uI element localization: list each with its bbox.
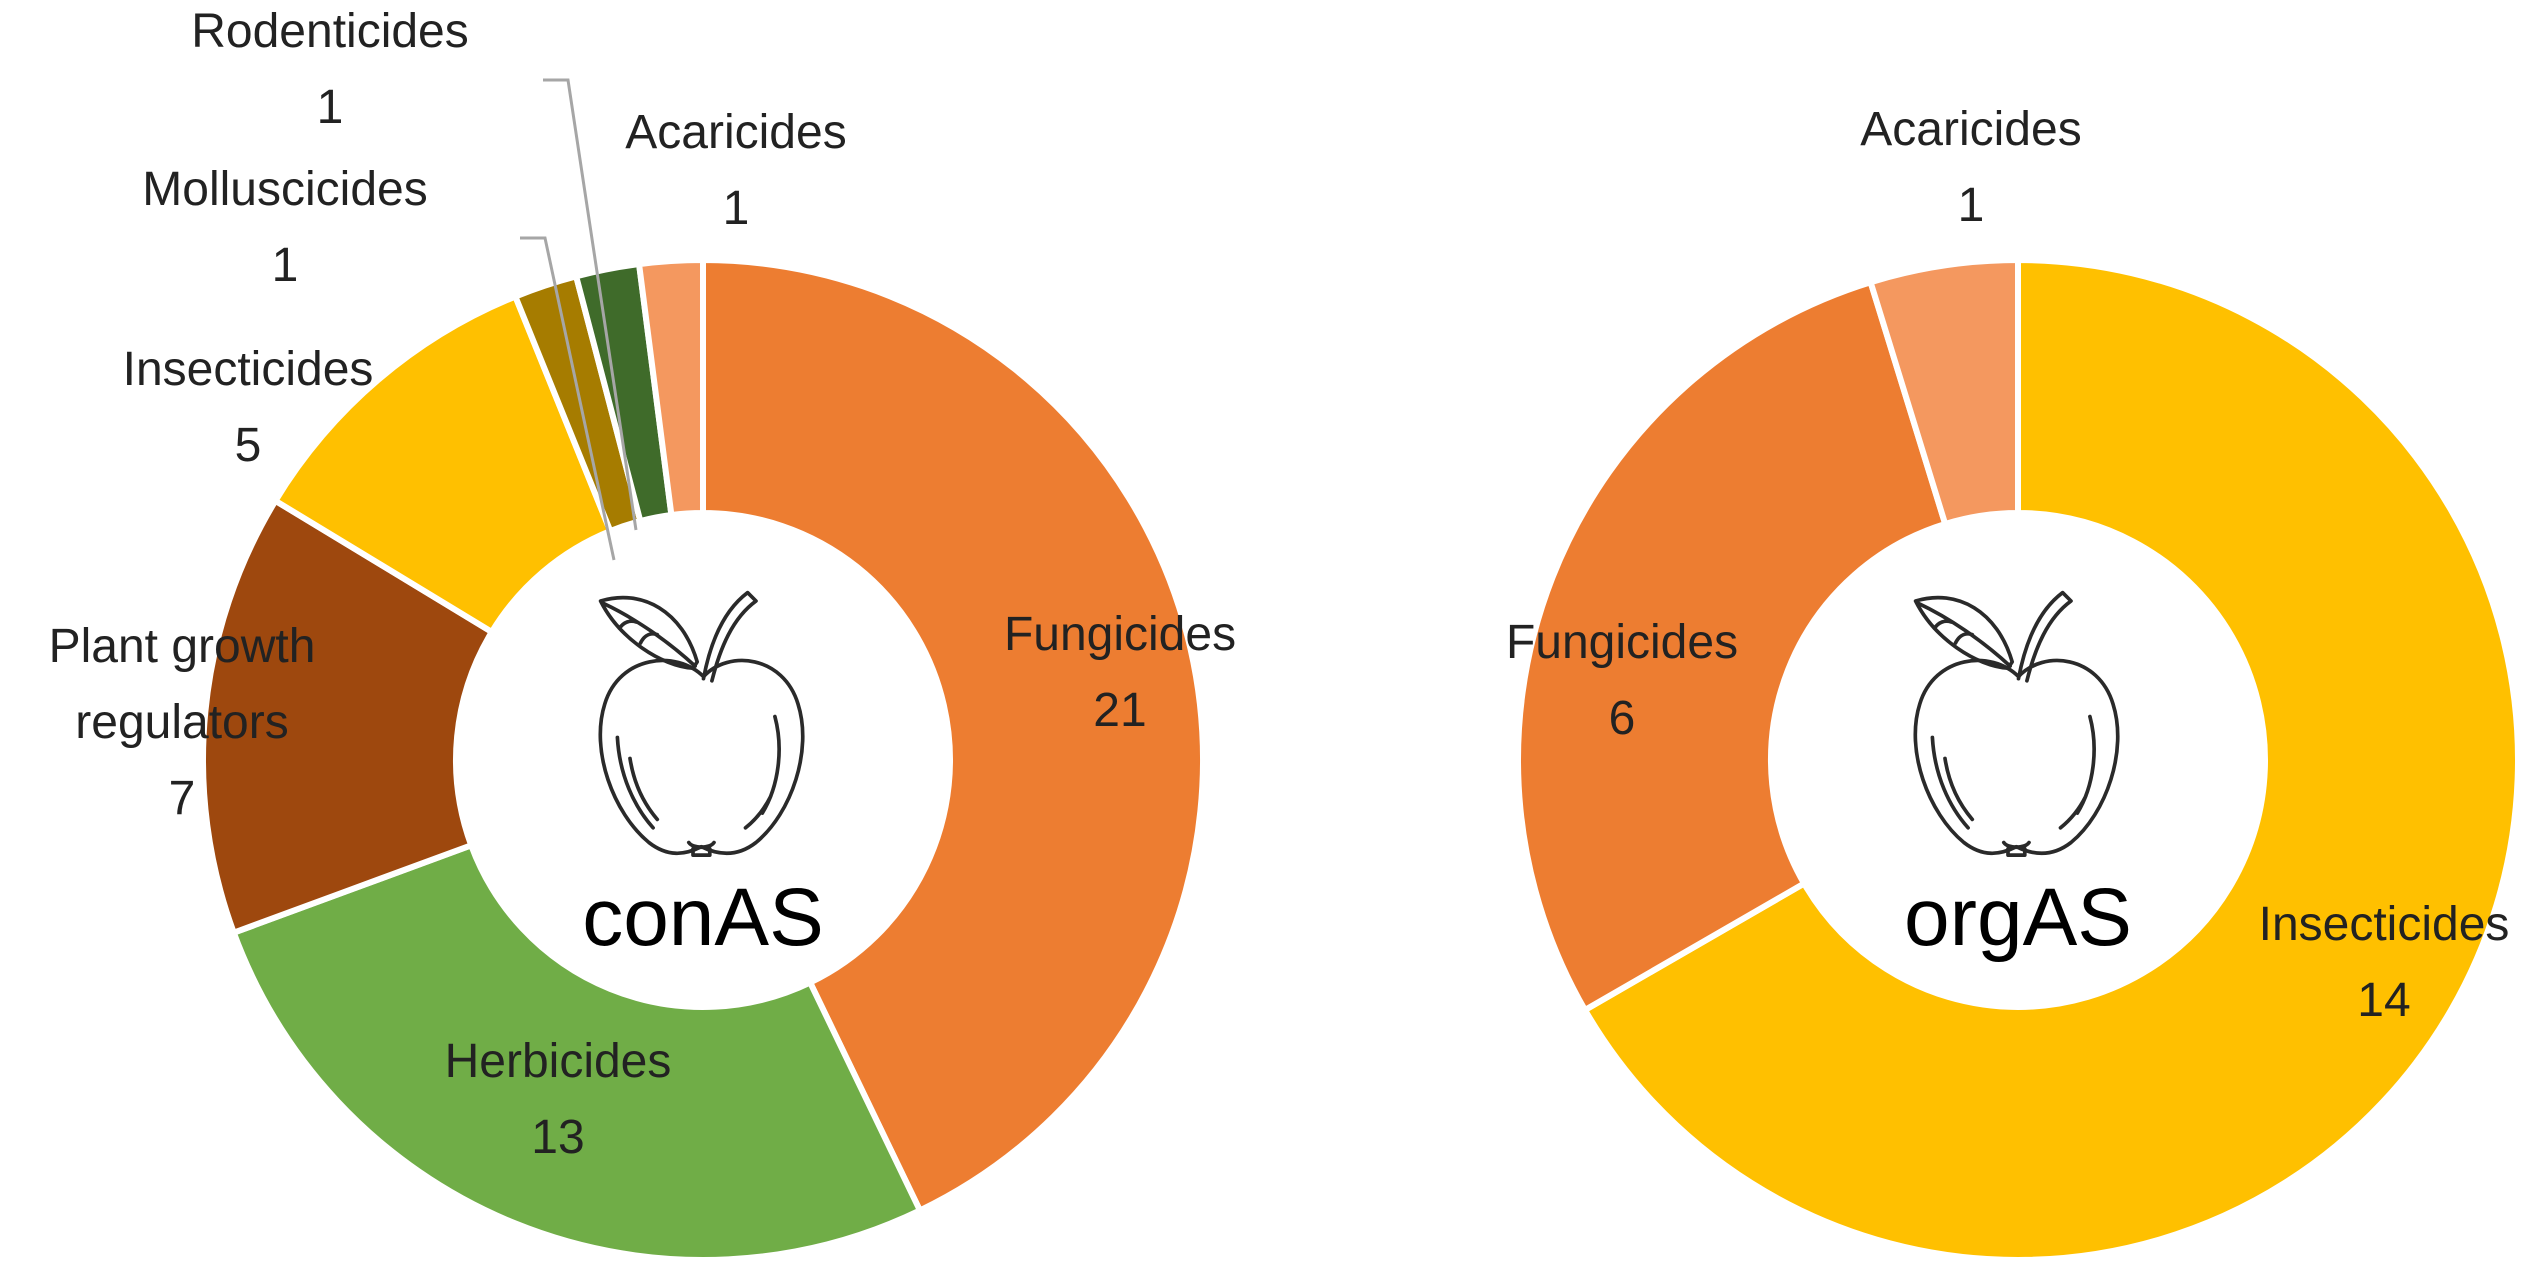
data-label-name: Acaricides (625, 106, 846, 159)
data-label-acaricides: Acaricides 1 (625, 106, 846, 235)
data-label-name: Fungicides (1506, 616, 1738, 669)
data-label-value: 1 (1958, 179, 1985, 232)
data-label-name: Plant growth (49, 620, 316, 673)
data-label-plant-growth-regulators: Plant growth regulators 7 (49, 620, 316, 825)
data-label-name: Acaricides (1860, 103, 2081, 156)
data-label-value: 13 (531, 1111, 584, 1164)
data-label-insecticides: Insecticides 5 (123, 343, 374, 472)
data-label-name: Herbicides (445, 1035, 672, 1088)
slice-acaricides (1866, 256, 2021, 528)
data-label-name: Molluscicides (142, 163, 427, 216)
slice-acaricides (635, 256, 706, 519)
data-label-name: Fungicides (1004, 608, 1236, 661)
apple-icon (1913, 590, 2120, 857)
apple-icon (598, 590, 805, 857)
data-label-value: 1 (723, 182, 750, 235)
data-label-fungicides: Fungicides 6 (1506, 616, 1738, 745)
center-label: conAS (582, 872, 824, 963)
data-label-value: 1 (272, 239, 299, 292)
data-label-name: regulators (75, 696, 288, 749)
conas-donut: Fungicides 21 Herbicides 13 Plant growth regu… (49, 5, 1236, 1263)
leader-line-rodenticides (543, 78, 638, 531)
data-label-herbicides: Herbicides 13 (445, 1035, 672, 1164)
slice-insecticides (271, 292, 615, 637)
data-label-fungicides: Fungicides 21 (1004, 608, 1236, 737)
data-label-value: 21 (1093, 684, 1146, 737)
data-label-insecticides: Insecticides 14 (2259, 898, 2510, 1027)
orgas-donut: Insecticides 14 Fungicides 6 Acaricides 1 orgA… (1506, 103, 2521, 1263)
data-label-value: 1 (317, 81, 344, 134)
data-label-name: Insecticides (2259, 898, 2510, 951)
data-label-value: 14 (2357, 974, 2410, 1027)
slice-insecticides (1580, 256, 2521, 1263)
data-label-value: 7 (169, 772, 196, 825)
data-label-value: 6 (1609, 692, 1636, 745)
slice-plant-growth-regulators (200, 496, 496, 937)
center-label: orgAS (1904, 872, 2132, 963)
leader-line-molluscicides (520, 236, 616, 561)
data-label-name: Rodenticides (191, 5, 469, 58)
data-label-value: 5 (235, 419, 262, 472)
slice-herbicides (229, 841, 924, 1263)
data-label-molluscicides: Molluscicides 1 (142, 163, 427, 292)
slice-fungicides (700, 256, 1206, 1215)
data-label-acaricides: Acaricides 1 (1860, 103, 2081, 232)
slice-fungicides (1515, 278, 1949, 1015)
data-label-rodenticides: Rodenticides 1 (191, 5, 469, 134)
data-label-name: Insecticides (123, 343, 374, 396)
